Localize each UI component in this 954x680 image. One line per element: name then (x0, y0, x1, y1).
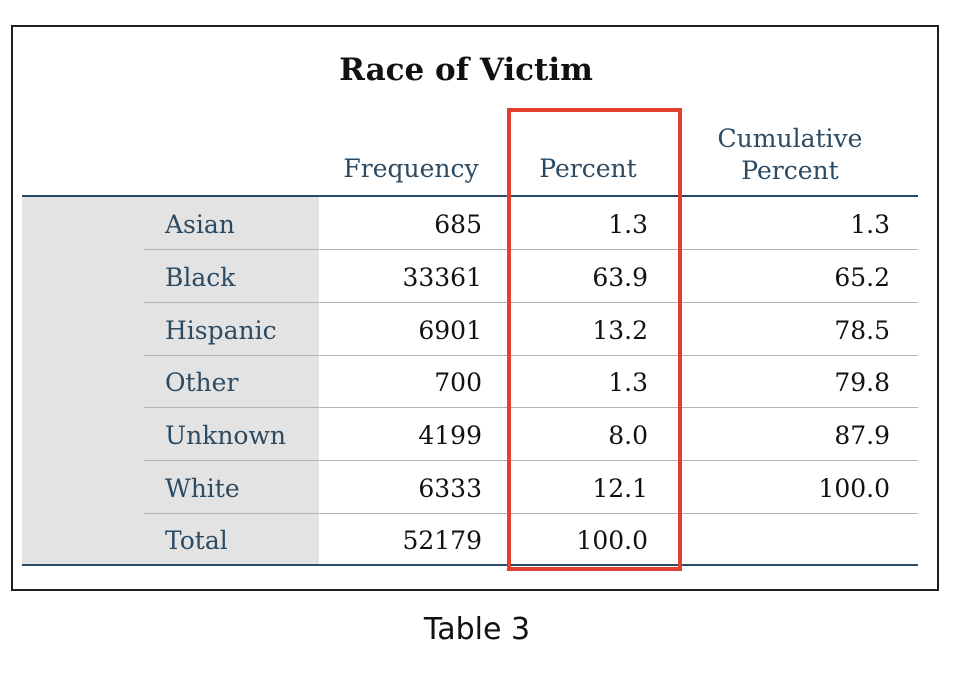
cumulative-unknown: 87.9 (834, 421, 890, 450)
frequency-white: 6333 (418, 474, 482, 503)
row-label-other: Other (165, 368, 239, 397)
row-divider (144, 407, 918, 408)
cumulative-other: 79.8 (834, 368, 890, 397)
row-divider (144, 513, 918, 514)
percent-column-highlight (507, 108, 682, 571)
percent-white: 12.1 (592, 474, 648, 503)
percent-total: 100.0 (576, 526, 648, 555)
percent-unknown: 8.0 (608, 421, 648, 450)
cumulative-asian: 1.3 (850, 210, 890, 239)
row-label-background (22, 197, 319, 565)
row-divider (144, 355, 918, 356)
table-caption: Table 3 (423, 612, 531, 647)
frequency-asian: 685 (434, 210, 482, 239)
percent-other: 1.3 (608, 368, 648, 397)
header-divider (22, 195, 918, 197)
header-percent: Percent (539, 154, 637, 183)
percent-black: 63.9 (592, 263, 648, 292)
header-cumulative-line2: Percent (741, 156, 839, 185)
percent-hispanic: 13.2 (592, 316, 648, 345)
row-divider (144, 302, 918, 303)
row-label-black: Black (165, 263, 236, 292)
table-title: Race of Victim (339, 52, 593, 88)
frequency-hispanic: 6901 (418, 316, 482, 345)
frequency-other: 700 (434, 368, 482, 397)
row-label-white: White (165, 474, 240, 503)
frequency-unknown: 4199 (418, 421, 482, 450)
row-divider (144, 249, 918, 250)
table-bottom-rule (22, 564, 918, 566)
header-frequency: Frequency (343, 154, 479, 183)
header-cumulative-line1: Cumulative (717, 124, 863, 153)
cumulative-hispanic: 78.5 (834, 316, 890, 345)
percent-asian: 1.3 (608, 210, 648, 239)
row-label-hispanic: Hispanic (165, 316, 277, 345)
frequency-total: 52179 (402, 526, 482, 555)
cumulative-black: 65.2 (834, 263, 890, 292)
cumulative-white: 100.0 (818, 474, 890, 503)
frequency-black: 33361 (402, 263, 482, 292)
row-label-unknown: Unknown (165, 421, 286, 450)
row-divider (144, 460, 918, 461)
row-label-total: Total (165, 526, 228, 555)
row-label-asian: Asian (165, 210, 235, 239)
